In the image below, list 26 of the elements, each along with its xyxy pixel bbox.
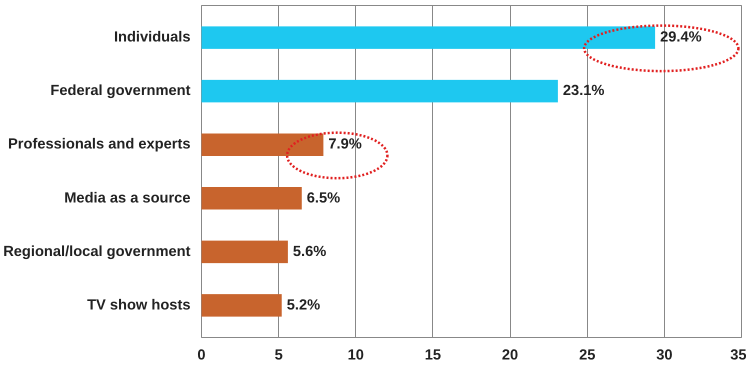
- data-label: 7.9%: [328, 136, 362, 153]
- x-tick-label: 20: [502, 348, 518, 364]
- y-tick-label: TV show hosts: [87, 297, 191, 314]
- x-tick-label: 10: [348, 348, 364, 364]
- y-tick-label: Regional/local government: [3, 244, 191, 260]
- data-label: 5.6%: [292, 244, 326, 260]
- data-label: 6.5%: [306, 190, 340, 206]
- x-tick-label: 25: [579, 348, 596, 364]
- bar: [202, 294, 282, 317]
- bar: [202, 133, 324, 156]
- x-tick-label: 5: [274, 348, 283, 364]
- y-tick-label: Professionals and experts: [8, 136, 191, 153]
- x-tick-label: 35: [730, 348, 747, 364]
- x-tick-label: 30: [656, 348, 673, 364]
- x-tick-label: 15: [424, 348, 442, 364]
- x-tick-label: 0: [197, 348, 206, 364]
- bar: [202, 240, 288, 264]
- bar: [202, 187, 302, 210]
- y-tick-label: Federal government: [50, 83, 191, 100]
- data-label: 29.4%: [660, 30, 702, 46]
- data-label: 23.1%: [562, 83, 604, 100]
- y-tick-label: Media as a source: [64, 190, 191, 206]
- data-label: 5.2%: [286, 297, 320, 314]
- bar: [202, 26, 656, 49]
- y-tick-label: Individuals: [114, 30, 191, 46]
- bar: [202, 80, 558, 102]
